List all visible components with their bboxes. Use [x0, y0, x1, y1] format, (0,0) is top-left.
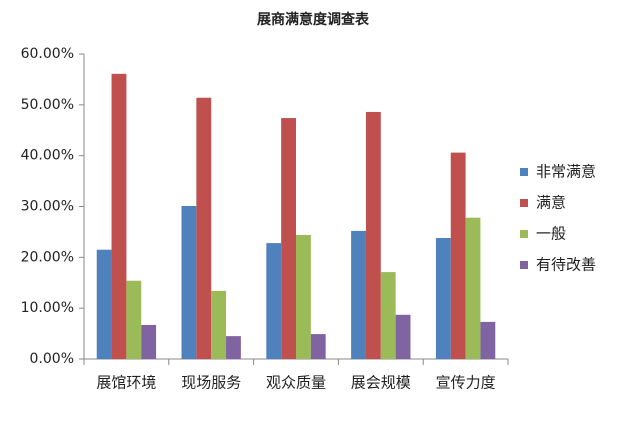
x-tick-label: 现场服务: [181, 374, 241, 392]
bar: [380, 272, 396, 359]
legend-swatch: [520, 168, 528, 176]
bar: [310, 334, 326, 359]
legend-swatch: [520, 261, 528, 269]
y-tick-label: 30.00%: [21, 199, 74, 215]
bar: [96, 249, 112, 359]
x-tick-label: 宣传力度: [436, 374, 496, 392]
y-tick-label: 50.00%: [21, 97, 74, 113]
legend-swatch: [520, 199, 528, 207]
legend-label: 满意: [536, 194, 566, 212]
legend-label: 一般: [536, 225, 566, 243]
x-tick-label: 观众质量: [266, 374, 326, 392]
bar: [450, 152, 466, 359]
bar: [281, 118, 296, 359]
bar: [111, 73, 127, 359]
bar: [365, 111, 381, 359]
bar: [351, 230, 366, 359]
bar: [395, 314, 411, 359]
bar: [181, 205, 197, 359]
bar: [465, 217, 481, 359]
legend-label: 非常满意: [536, 163, 596, 181]
x-tick-label: 展馆环境: [96, 374, 156, 392]
bar: [226, 336, 241, 359]
chart-title: 展商满意度调查表: [257, 11, 370, 28]
y-tick-label: 10.00%: [21, 300, 74, 316]
legend-swatch: [520, 230, 528, 238]
x-tick-label: 展会规模: [351, 374, 411, 392]
bar: [266, 243, 282, 359]
bar: [196, 97, 212, 359]
bar: [141, 324, 157, 359]
y-tick-label: 40.00%: [21, 148, 74, 164]
y-tick-label: 20.00%: [21, 249, 74, 265]
y-tick-label: 0.00%: [30, 351, 74, 367]
y-tick-label: 60.00%: [21, 46, 74, 62]
bar: [126, 280, 142, 359]
bar: [480, 321, 496, 359]
bar: [435, 238, 451, 359]
legend-label: 有待改善: [536, 256, 596, 274]
bar: [296, 234, 311, 359]
bar: [211, 290, 227, 359]
